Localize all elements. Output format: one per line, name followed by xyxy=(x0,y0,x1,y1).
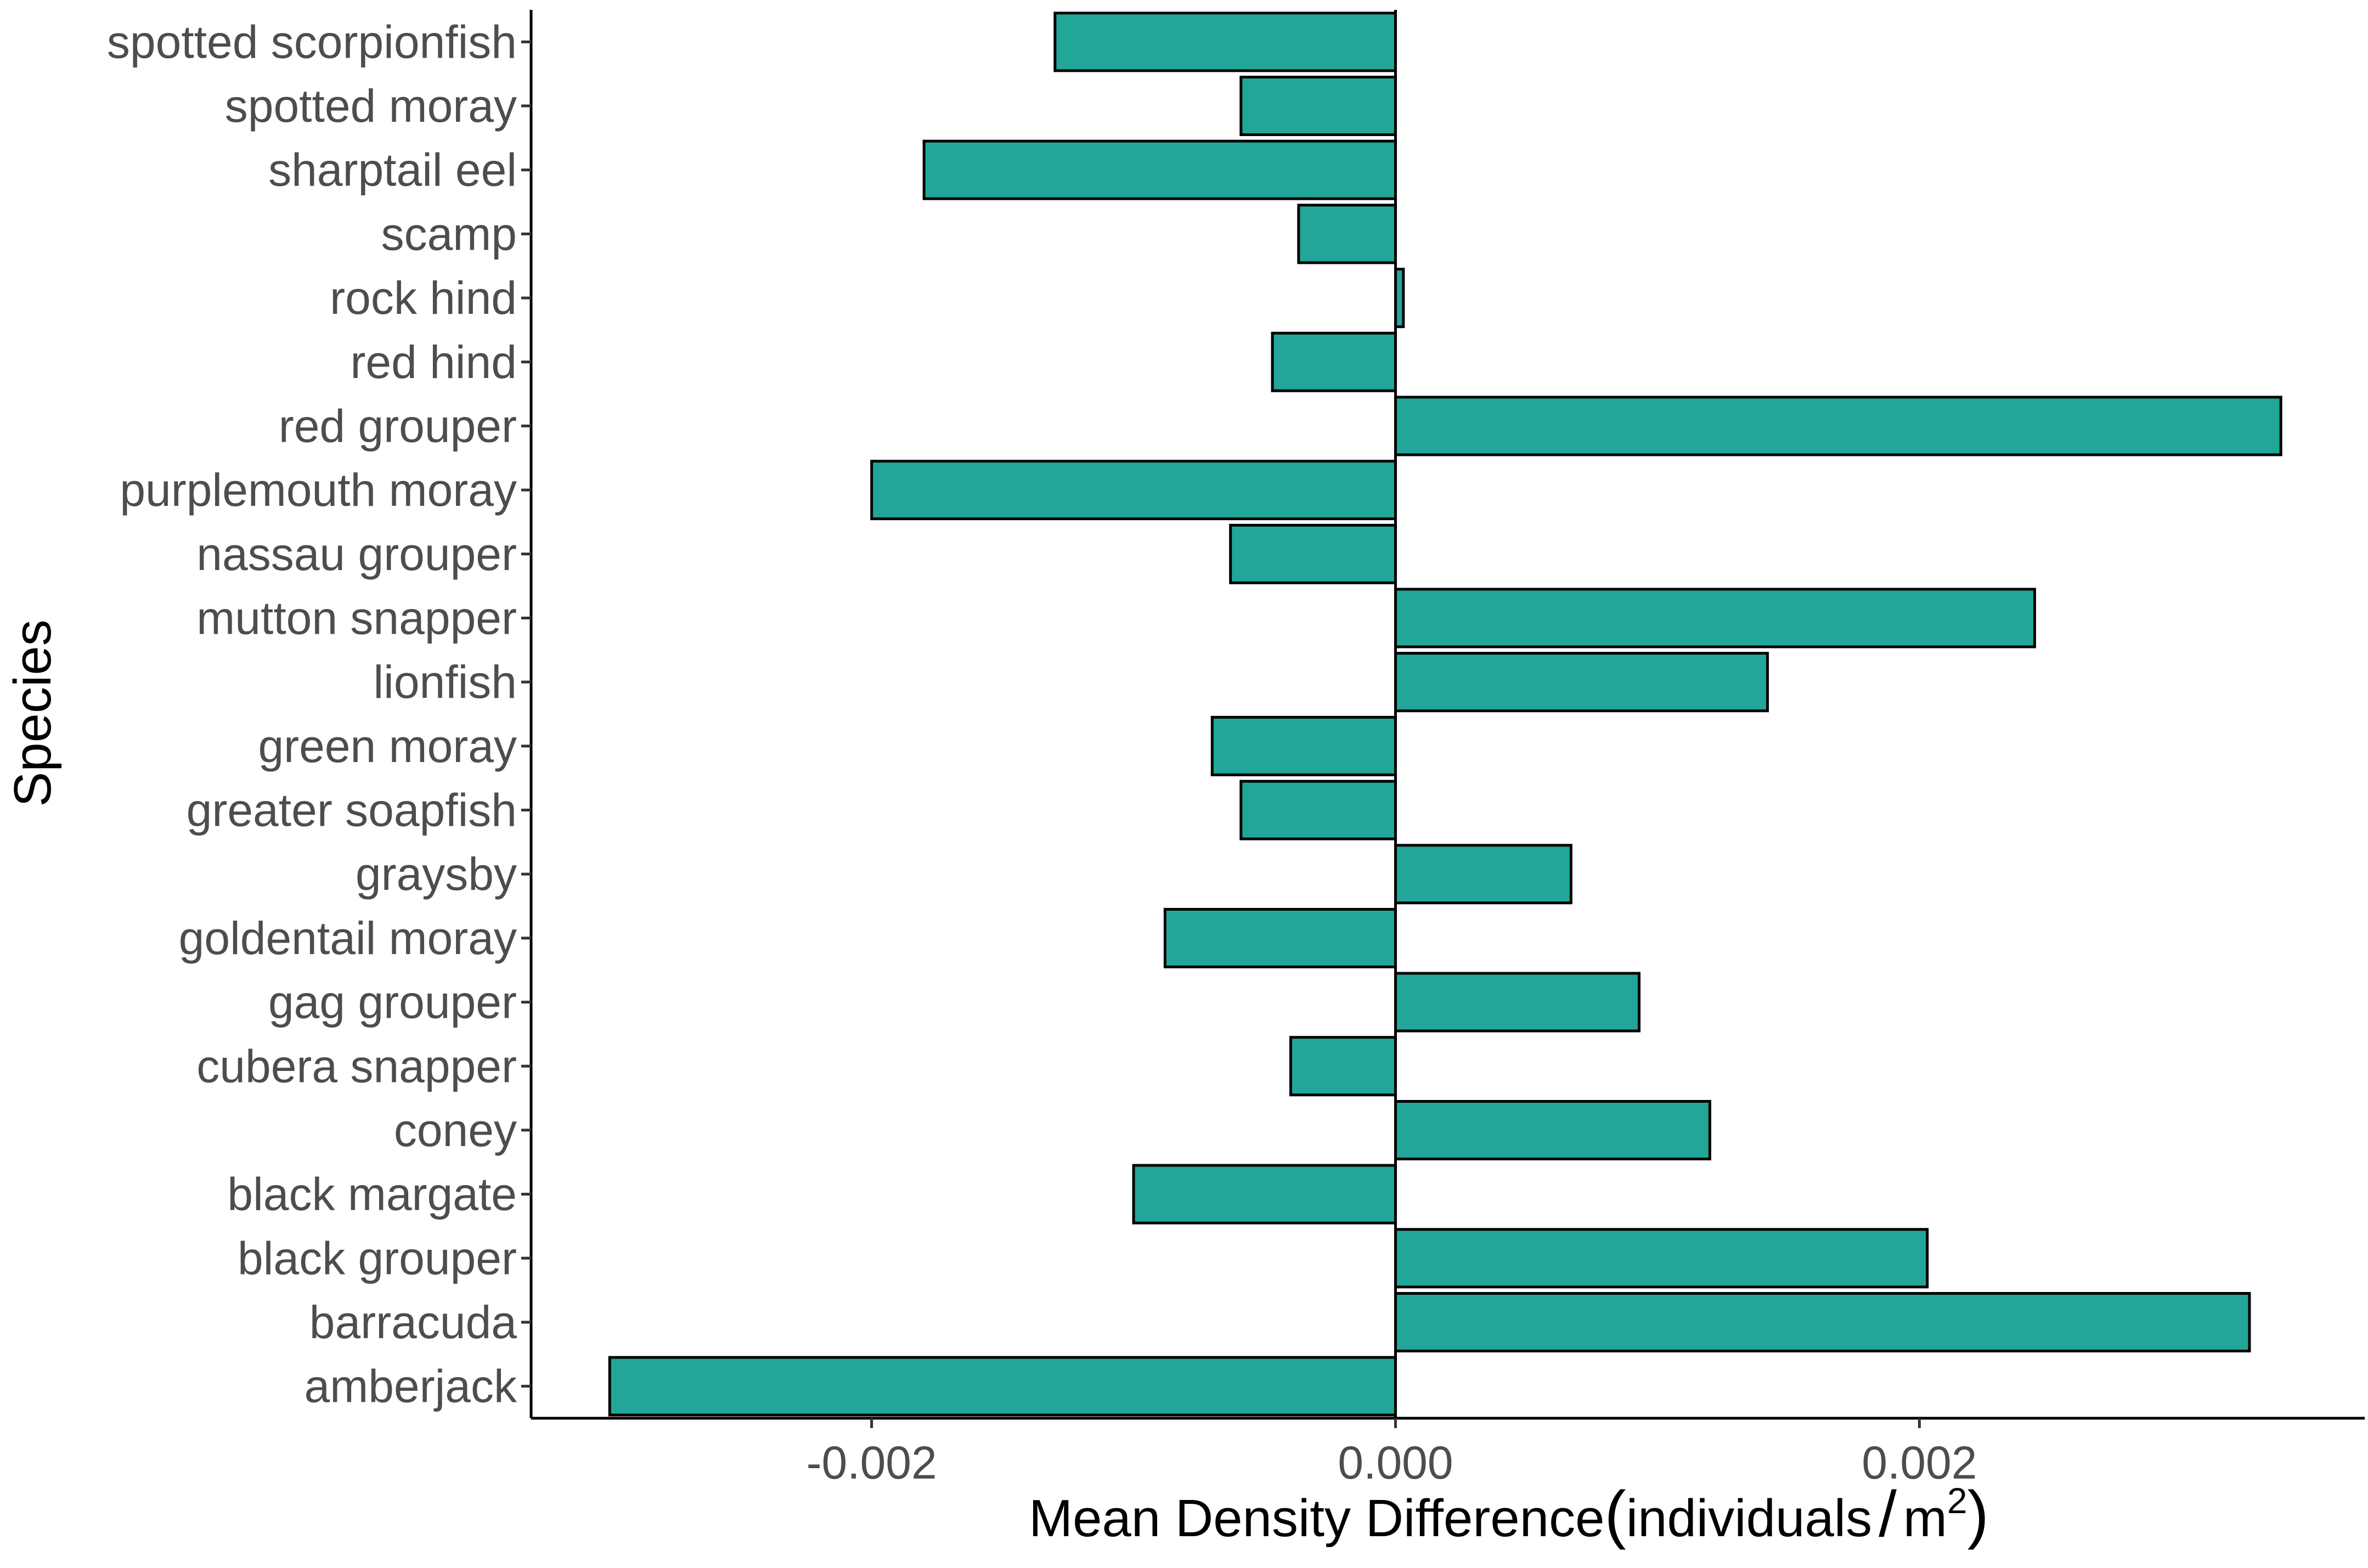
bar xyxy=(1289,1036,1397,1097)
bar xyxy=(870,460,1397,521)
bar xyxy=(1229,523,1397,584)
y-tick-label: rock hind xyxy=(330,272,517,324)
x-tick-label: -0.002 xyxy=(807,1437,937,1488)
y-tick-label: red hind xyxy=(350,336,517,388)
bar xyxy=(1239,76,1397,137)
y-tick-label: barracuda xyxy=(309,1296,517,1348)
y-tick-label: black margate xyxy=(227,1169,517,1220)
y-axis-ticks: spotted scorpionfish spotted moray sharpta… xyxy=(107,16,531,1412)
x-axis-title-main: Mean Density Difference xyxy=(1029,1489,1604,1548)
bar xyxy=(1394,1291,2251,1352)
y-tick-label: lionfish xyxy=(374,656,517,708)
y-tick-label: spotted scorpionfish xyxy=(107,16,517,67)
y-tick-label: red grouper xyxy=(279,400,517,452)
bar xyxy=(1132,1164,1397,1225)
x-axis-title-units: individuals xyxy=(1626,1489,1872,1548)
y-tick-label: scamp xyxy=(381,208,517,260)
x-axis-title-superscript: 2 xyxy=(1947,1480,1967,1521)
bar xyxy=(1394,396,2282,456)
y-tick-label: purplemouth moray xyxy=(120,464,517,516)
y-tick-label: mutton snapper xyxy=(196,592,517,644)
x-axis-title-slash: / xyxy=(1879,1478,1897,1550)
bar xyxy=(1163,907,1397,968)
bar xyxy=(922,139,1397,200)
x-axis-title: Mean Density Difference(individuals / m2) xyxy=(1029,1478,1989,1550)
y-tick-label: goldentail moray xyxy=(179,912,517,964)
x-tick-label: 0.000 xyxy=(1338,1437,1453,1488)
y-tick-label: black grouper xyxy=(238,1232,517,1284)
x-tick-label: 0.002 xyxy=(1862,1437,1977,1488)
bar xyxy=(1297,204,1397,264)
y-tick-label: spotted moray xyxy=(225,80,517,132)
bar xyxy=(1394,1099,1711,1160)
bar xyxy=(1239,780,1397,841)
bar xyxy=(1394,972,1641,1033)
y-tick-label: green moray xyxy=(258,720,517,772)
y-tick-label: cubera snapper xyxy=(196,1040,517,1092)
y-tick-label: graysby xyxy=(356,848,517,900)
bar xyxy=(1394,1228,1929,1289)
x-axis-ticks: -0.002 0.000 0.002 xyxy=(807,1418,1977,1488)
x-axis-title-paren-close: ) xyxy=(1967,1478,1989,1550)
bar xyxy=(1053,12,1397,72)
bar xyxy=(608,1356,1397,1417)
y-tick-label: greater soapfish xyxy=(187,785,517,836)
y-axis-title: Species xyxy=(3,619,62,807)
bar xyxy=(1394,844,1572,905)
bar xyxy=(1394,652,1769,713)
y-tick-label: coney xyxy=(394,1104,517,1156)
bars-group xyxy=(608,12,2282,1417)
y-tick-label: nassau grouper xyxy=(196,528,517,580)
bar xyxy=(1210,715,1397,776)
bar xyxy=(1394,588,2036,648)
bar xyxy=(1271,331,1397,392)
x-axis-title-paren-open: ( xyxy=(1605,1478,1626,1550)
y-tick-label: gag grouper xyxy=(268,977,517,1028)
y-tick-label: amberjack xyxy=(305,1361,517,1412)
y-tick-label: sharptail eel xyxy=(268,144,517,196)
x-axis-title-m: m xyxy=(1903,1489,1947,1548)
